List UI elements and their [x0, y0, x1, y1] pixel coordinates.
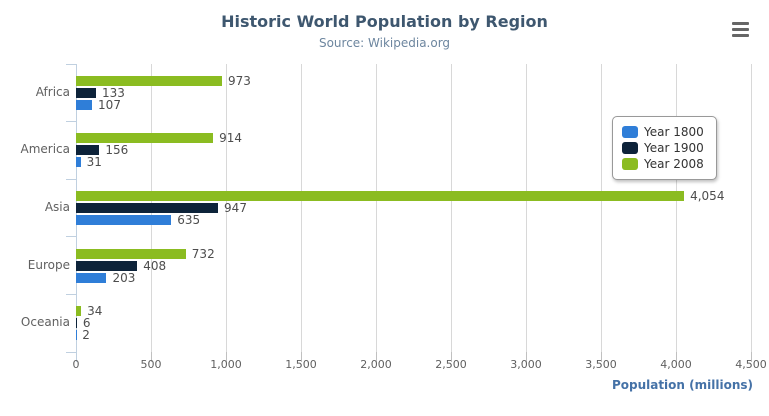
hamburger-menu-icon [732, 34, 749, 37]
x-axis-tick [300, 352, 302, 362]
legend-label: Year 2008 [644, 157, 704, 171]
legend-swatch-icon [622, 126, 638, 138]
x-tick-label: 3,000 [510, 358, 542, 371]
chart-subtitle: Source: Wikipedia.org [318, 36, 451, 50]
x-axis-tick [225, 352, 227, 362]
legend-item-year-2008[interactable]: Year 2008 [622, 156, 704, 172]
data-label-year-1800-europe: 203 [112, 270, 136, 285]
x-axis-tick [600, 352, 602, 362]
bar-year-1800-america[interactable] [76, 157, 81, 168]
chart-title: Historic World Population by Region [221, 12, 548, 31]
x-tick-label: 4,500 [735, 358, 767, 371]
data-label-year-2008-america: 914 [219, 131, 242, 146]
x-tick-label: 500 [140, 358, 162, 371]
bar-year-1900-america[interactable] [76, 145, 100, 156]
category-label-europe: Europe [27, 257, 70, 272]
category-label-oceania: Oceania [20, 315, 70, 330]
category-label-africa: Africa [35, 84, 70, 99]
x-axis-title: Population (millions) [611, 378, 753, 392]
bar-year-1900-africa[interactable] [76, 87, 96, 98]
gridline [675, 64, 677, 352]
x-tick-label: 1,000 [210, 358, 242, 371]
bar-year-1900-asia[interactable] [76, 203, 219, 213]
data-label-year-1800-oceania: 2 [82, 328, 90, 343]
chart-context-menu-button[interactable] [730, 20, 751, 39]
data-label-year-1800-america: 31 [86, 155, 102, 170]
category-label-america: America [20, 142, 71, 157]
gridline [750, 64, 752, 352]
x-axis-tick [150, 352, 152, 362]
x-axis-tick [75, 352, 77, 362]
y-axis-tick [66, 178, 76, 180]
y-axis-tick [66, 351, 76, 353]
data-label-year-1800-africa: 107 [98, 97, 121, 112]
data-label-year-1800-asia: 635 [177, 213, 201, 227]
bar-year-1900-oceania[interactable] [76, 318, 77, 329]
x-tick-label: 2,500 [435, 358, 467, 371]
legend-swatch-icon [622, 142, 638, 154]
data-label-year-1900-africa: 133 [101, 85, 125, 100]
x-axis-tick [750, 352, 752, 362]
bar-year-2008-europe[interactable] [76, 248, 186, 259]
data-label-year-1900-asia: 947 [224, 201, 247, 215]
y-axis-tick [66, 236, 76, 238]
gridline [450, 64, 452, 352]
gridline [600, 64, 602, 352]
y-axis-tick [66, 293, 76, 295]
bar-year-2008-oceania[interactable] [76, 306, 82, 317]
gridline [525, 64, 527, 352]
bar-year-1800-europe[interactable] [76, 272, 107, 283]
x-axis-tick [375, 352, 377, 362]
data-label-year-2008-oceania: 34 [87, 304, 103, 319]
gridline [375, 64, 377, 352]
legend-label: Year 1900 [644, 141, 704, 155]
bar-year-1800-oceania[interactable] [76, 330, 77, 341]
x-tick-label: 1,500 [285, 358, 317, 371]
data-label-year-1900-america: 156 [105, 143, 129, 158]
y-axis-tick [66, 121, 76, 123]
x-axis-tick [450, 352, 452, 362]
bar-year-2008-america[interactable] [76, 133, 214, 144]
data-label-year-2008-africa: 973 [227, 73, 251, 88]
gridline [225, 64, 227, 352]
bar-year-2008-asia[interactable] [76, 191, 685, 201]
bar-year-1800-africa[interactable] [76, 99, 93, 110]
y-axis-tick [66, 63, 76, 65]
legend-item-year-1800[interactable]: Year 1800 [622, 124, 704, 140]
x-tick-label: 4,000 [660, 358, 692, 371]
gridline [300, 64, 302, 352]
x-tick-label: 0 [72, 358, 80, 371]
category-label-asia: Asia [44, 200, 70, 214]
hamburger-menu-icon [732, 28, 749, 31]
bar-year-1800-asia[interactable] [76, 215, 172, 225]
legend-label: Year 1800 [644, 125, 704, 139]
data-label-year-2008-europe: 732 [191, 246, 215, 261]
legend-swatch-icon [622, 158, 638, 170]
hamburger-menu-icon [732, 22, 749, 25]
bar-year-2008-africa[interactable] [76, 75, 222, 86]
legend-item-year-1900[interactable]: Year 1900 [622, 140, 704, 156]
x-axis-tick [675, 352, 677, 362]
data-label-year-1900-oceania: 6 [82, 316, 91, 331]
data-label-year-2008-asia: 4,054 [690, 189, 725, 203]
x-tick-label: 2,000 [360, 358, 392, 371]
data-label-year-1900-europe: 408 [143, 258, 167, 273]
bar-year-1900-europe[interactable] [76, 260, 138, 271]
x-tick-label: 3,500 [585, 358, 617, 371]
legend: Year 1800 Year 1900 Year 2008 [612, 116, 717, 180]
x-axis-tick [525, 352, 527, 362]
